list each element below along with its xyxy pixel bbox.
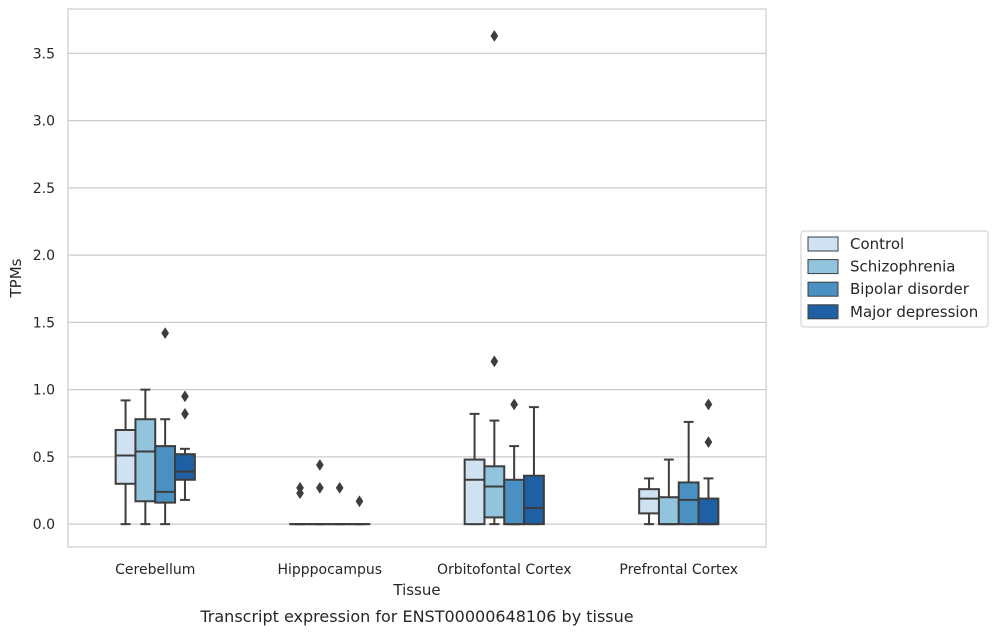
- outlier-point: [335, 481, 344, 494]
- box-iqr: [483, 465, 506, 519]
- box: [483, 29, 506, 526]
- outlier-point: [355, 495, 364, 508]
- box: [174, 390, 196, 501]
- x-tick-label: Hipppocampus: [277, 562, 382, 578]
- legend-item: Schizophrenia: [807, 258, 955, 276]
- y-tick-label: 0.0: [33, 517, 55, 533]
- box-series: [114, 29, 720, 526]
- x-tick-label: Prefrontal Cortex: [619, 562, 738, 578]
- box: [328, 481, 351, 526]
- legend-item: Control: [807, 235, 904, 253]
- x-tick-label: Orbitofontal Cortex: [437, 562, 572, 578]
- box-iqr: [677, 481, 700, 526]
- series-bipolar-disorder: [154, 327, 700, 526]
- outlier-point: [704, 436, 713, 449]
- chart-caption: Transcript expression for ENST0000064810…: [199, 607, 633, 626]
- outlier-point: [490, 355, 499, 368]
- series-major-depression: [174, 390, 720, 526]
- series-schizophrenia: [134, 29, 680, 526]
- box: [289, 481, 311, 526]
- box: [308, 458, 331, 526]
- y-axis-label: TPMs: [7, 258, 25, 298]
- outlier-point: [296, 481, 304, 494]
- box-iqr: [503, 478, 526, 526]
- y-tick-label: 1.5: [33, 315, 55, 331]
- legend-swatch: [807, 281, 839, 297]
- y-tick-label: 1.0: [33, 383, 55, 399]
- box: [677, 420, 700, 526]
- legend-swatch: [807, 304, 839, 320]
- box-iqr: [657, 496, 680, 526]
- plot-frame: [67, 8, 767, 548]
- y-tick-label: 3.0: [33, 114, 55, 130]
- legend-item: Major depression: [807, 303, 978, 321]
- legend-label: Major depression: [850, 303, 978, 321]
- box-iqr: [114, 428, 137, 485]
- box: [348, 495, 371, 526]
- outlier-point: [704, 398, 713, 411]
- legend-item: Bipolar disorder: [807, 280, 970, 298]
- series-control: [114, 399, 660, 526]
- legend: Control Schizophrenia Bipolar disorder Majo…: [800, 230, 989, 328]
- y-tick-label: 3.5: [33, 46, 55, 62]
- box-iqr: [154, 445, 177, 504]
- outlier-point: [510, 398, 519, 411]
- box: [114, 399, 137, 526]
- legend-swatch: [807, 236, 839, 252]
- box: [657, 458, 680, 526]
- box-iqr: [523, 474, 545, 526]
- outlier-point: [315, 458, 324, 471]
- box: [503, 398, 526, 526]
- box: [463, 412, 486, 526]
- x-tick-label: Cerebellum: [115, 562, 195, 578]
- x-tick-labels: Cerebellum Hipppocampus Orbitofontal Corte…: [115, 562, 738, 578]
- outlier-point: [315, 481, 324, 494]
- y-tick-label: 0.5: [33, 450, 55, 466]
- box: [154, 327, 177, 526]
- legend-items: Control Schizophrenia Bipolar disorder Majo…: [807, 235, 978, 321]
- box: [697, 398, 720, 526]
- y-tick-label: 2.0: [33, 248, 55, 264]
- legend-frame: [800, 230, 989, 328]
- legend-label: Bipolar disorder: [850, 280, 970, 298]
- box: [523, 406, 545, 526]
- box-iqr: [697, 497, 720, 526]
- box-iqr: [134, 418, 157, 503]
- box: [134, 388, 157, 526]
- legend-label: Schizophrenia: [850, 258, 955, 276]
- outlier-point: [490, 29, 499, 42]
- box-iqr: [638, 488, 660, 515]
- outlier-point: [161, 327, 170, 340]
- box: [638, 477, 660, 526]
- x-axis-label: Tissue: [392, 581, 440, 599]
- legend-swatch: [807, 259, 839, 275]
- y-tick-labels: 0.0 0.5 1.0 1.5 2.0 2.5 3.0 3.5: [33, 46, 55, 533]
- box-iqr: [463, 458, 486, 526]
- box-iqr: [174, 453, 196, 481]
- y-tick-label: 2.5: [33, 181, 55, 197]
- legend-label: Control: [850, 235, 904, 253]
- outlier-point: [181, 407, 189, 420]
- outlier-point: [181, 390, 189, 403]
